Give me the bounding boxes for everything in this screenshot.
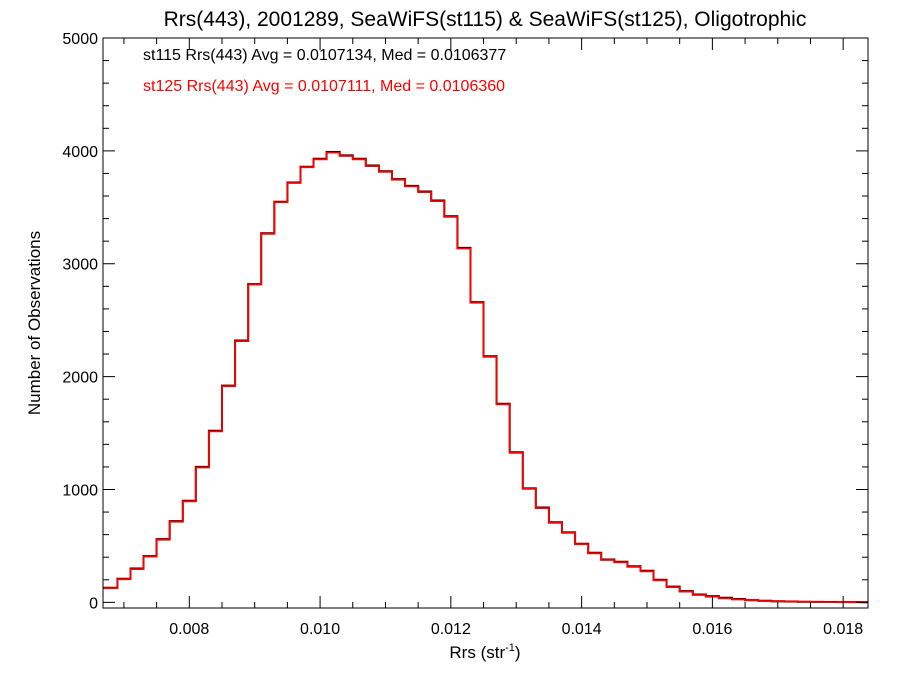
y-tick-label: 1000	[62, 482, 98, 499]
chart-title: Rrs(443), 2001289, SeaWiFS(st115) & SeaW…	[164, 8, 807, 31]
series-st115-annotation: st115 Rrs(443) Avg = 0.0107134, Med = 0.…	[143, 47, 506, 64]
series-st115-line	[103, 151, 868, 604]
plot-frame	[102, 37, 869, 609]
x-axis-label: Rrs (str-1)	[449, 642, 520, 662]
y-tick-label: 2000	[62, 370, 98, 387]
series-st125-annotation: st125 Rrs(443) Avg = 0.0107111, Med = 0.…	[143, 78, 505, 95]
y-tick-label: 4000	[62, 144, 98, 161]
x-tick-label: 0.016	[692, 621, 732, 638]
y-axis-label: Number of Observations	[25, 231, 44, 415]
x-axis-label-main: Rrs (str	[449, 643, 505, 662]
series-st125-line	[103, 151, 868, 604]
x-axis-label-end: )	[515, 643, 521, 662]
x-tick-label: 0.008	[169, 621, 209, 638]
y-tick-label: 0	[89, 595, 98, 612]
y-tick-label: 5000	[62, 31, 98, 48]
x-axis-label-superscript: -1	[505, 642, 515, 654]
x-tick-label: 0.014	[562, 621, 602, 638]
x-tick-label: 0.012	[431, 621, 471, 638]
x-tick-label: 0.018	[823, 621, 863, 638]
y-tick-label: 3000	[62, 257, 98, 274]
x-tick-label: 0.010	[300, 621, 340, 638]
